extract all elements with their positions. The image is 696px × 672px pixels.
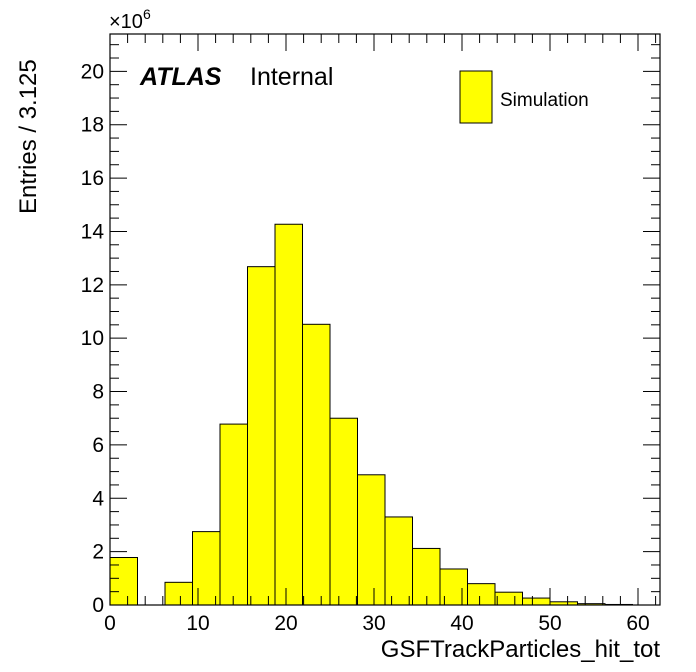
x-tick-label: 30	[362, 612, 385, 635]
y-tick-label: 12	[81, 274, 104, 297]
histogram-bar	[384, 516, 413, 606]
y-tick-labels: 0 2 4 6 8 10 12 14 16 18 20	[81, 60, 105, 617]
atlas-label: ATLAS	[139, 63, 222, 91]
y-tick-label: 20	[81, 60, 104, 83]
histogram-bar	[412, 547, 441, 606]
axis-ticks	[109, 34, 660, 606]
y-tick-label: 4	[92, 487, 104, 510]
histogram-bar	[522, 597, 551, 606]
x-tick-label: 40	[450, 612, 473, 635]
x-tick-label: 20	[274, 612, 297, 635]
y-tick-label: 18	[81, 114, 104, 137]
histogram-bar	[192, 531, 221, 606]
histogram-bar	[467, 583, 496, 606]
histogram-bar	[164, 581, 193, 606]
y-tick-label: 14	[81, 220, 105, 243]
x-tick-label: 10	[186, 612, 209, 635]
legend: Simulation	[459, 70, 589, 124]
y-tick-label: 2	[92, 541, 104, 564]
y-tick-label: 8	[92, 381, 104, 404]
histogram-bar	[274, 223, 303, 606]
x-axis-title: GSFTrackParticles_hit_tot	[381, 636, 661, 663]
atlas-internal-label: Internal	[250, 63, 333, 91]
histogram-bar	[247, 266, 276, 606]
histogram-bar	[329, 417, 358, 606]
histogram-bars	[109, 223, 633, 606]
legend-label-simulation: Simulation	[500, 90, 589, 111]
x-tick-labels: 0 10 20 30 40 50 60	[104, 612, 650, 635]
y-tick-label: 6	[92, 434, 104, 457]
y-tick-label: 10	[81, 327, 104, 350]
x-tick-label: 50	[538, 612, 561, 635]
y-tick-label: 16	[81, 167, 104, 190]
y-tick-label: 0	[92, 594, 104, 617]
histogram-bar	[494, 591, 523, 606]
x-tick-label: 60	[626, 612, 649, 635]
histogram-bar	[219, 423, 248, 606]
y-axis-title: Entries / 3.125	[15, 59, 42, 214]
histogram-bar	[302, 323, 331, 606]
x-tick-label: 0	[104, 612, 116, 635]
y-multiplier: ×106	[109, 6, 151, 33]
plot-frame	[109, 33, 661, 606]
histogram-bar	[357, 474, 386, 606]
legend-swatch-simulation	[459, 70, 493, 124]
